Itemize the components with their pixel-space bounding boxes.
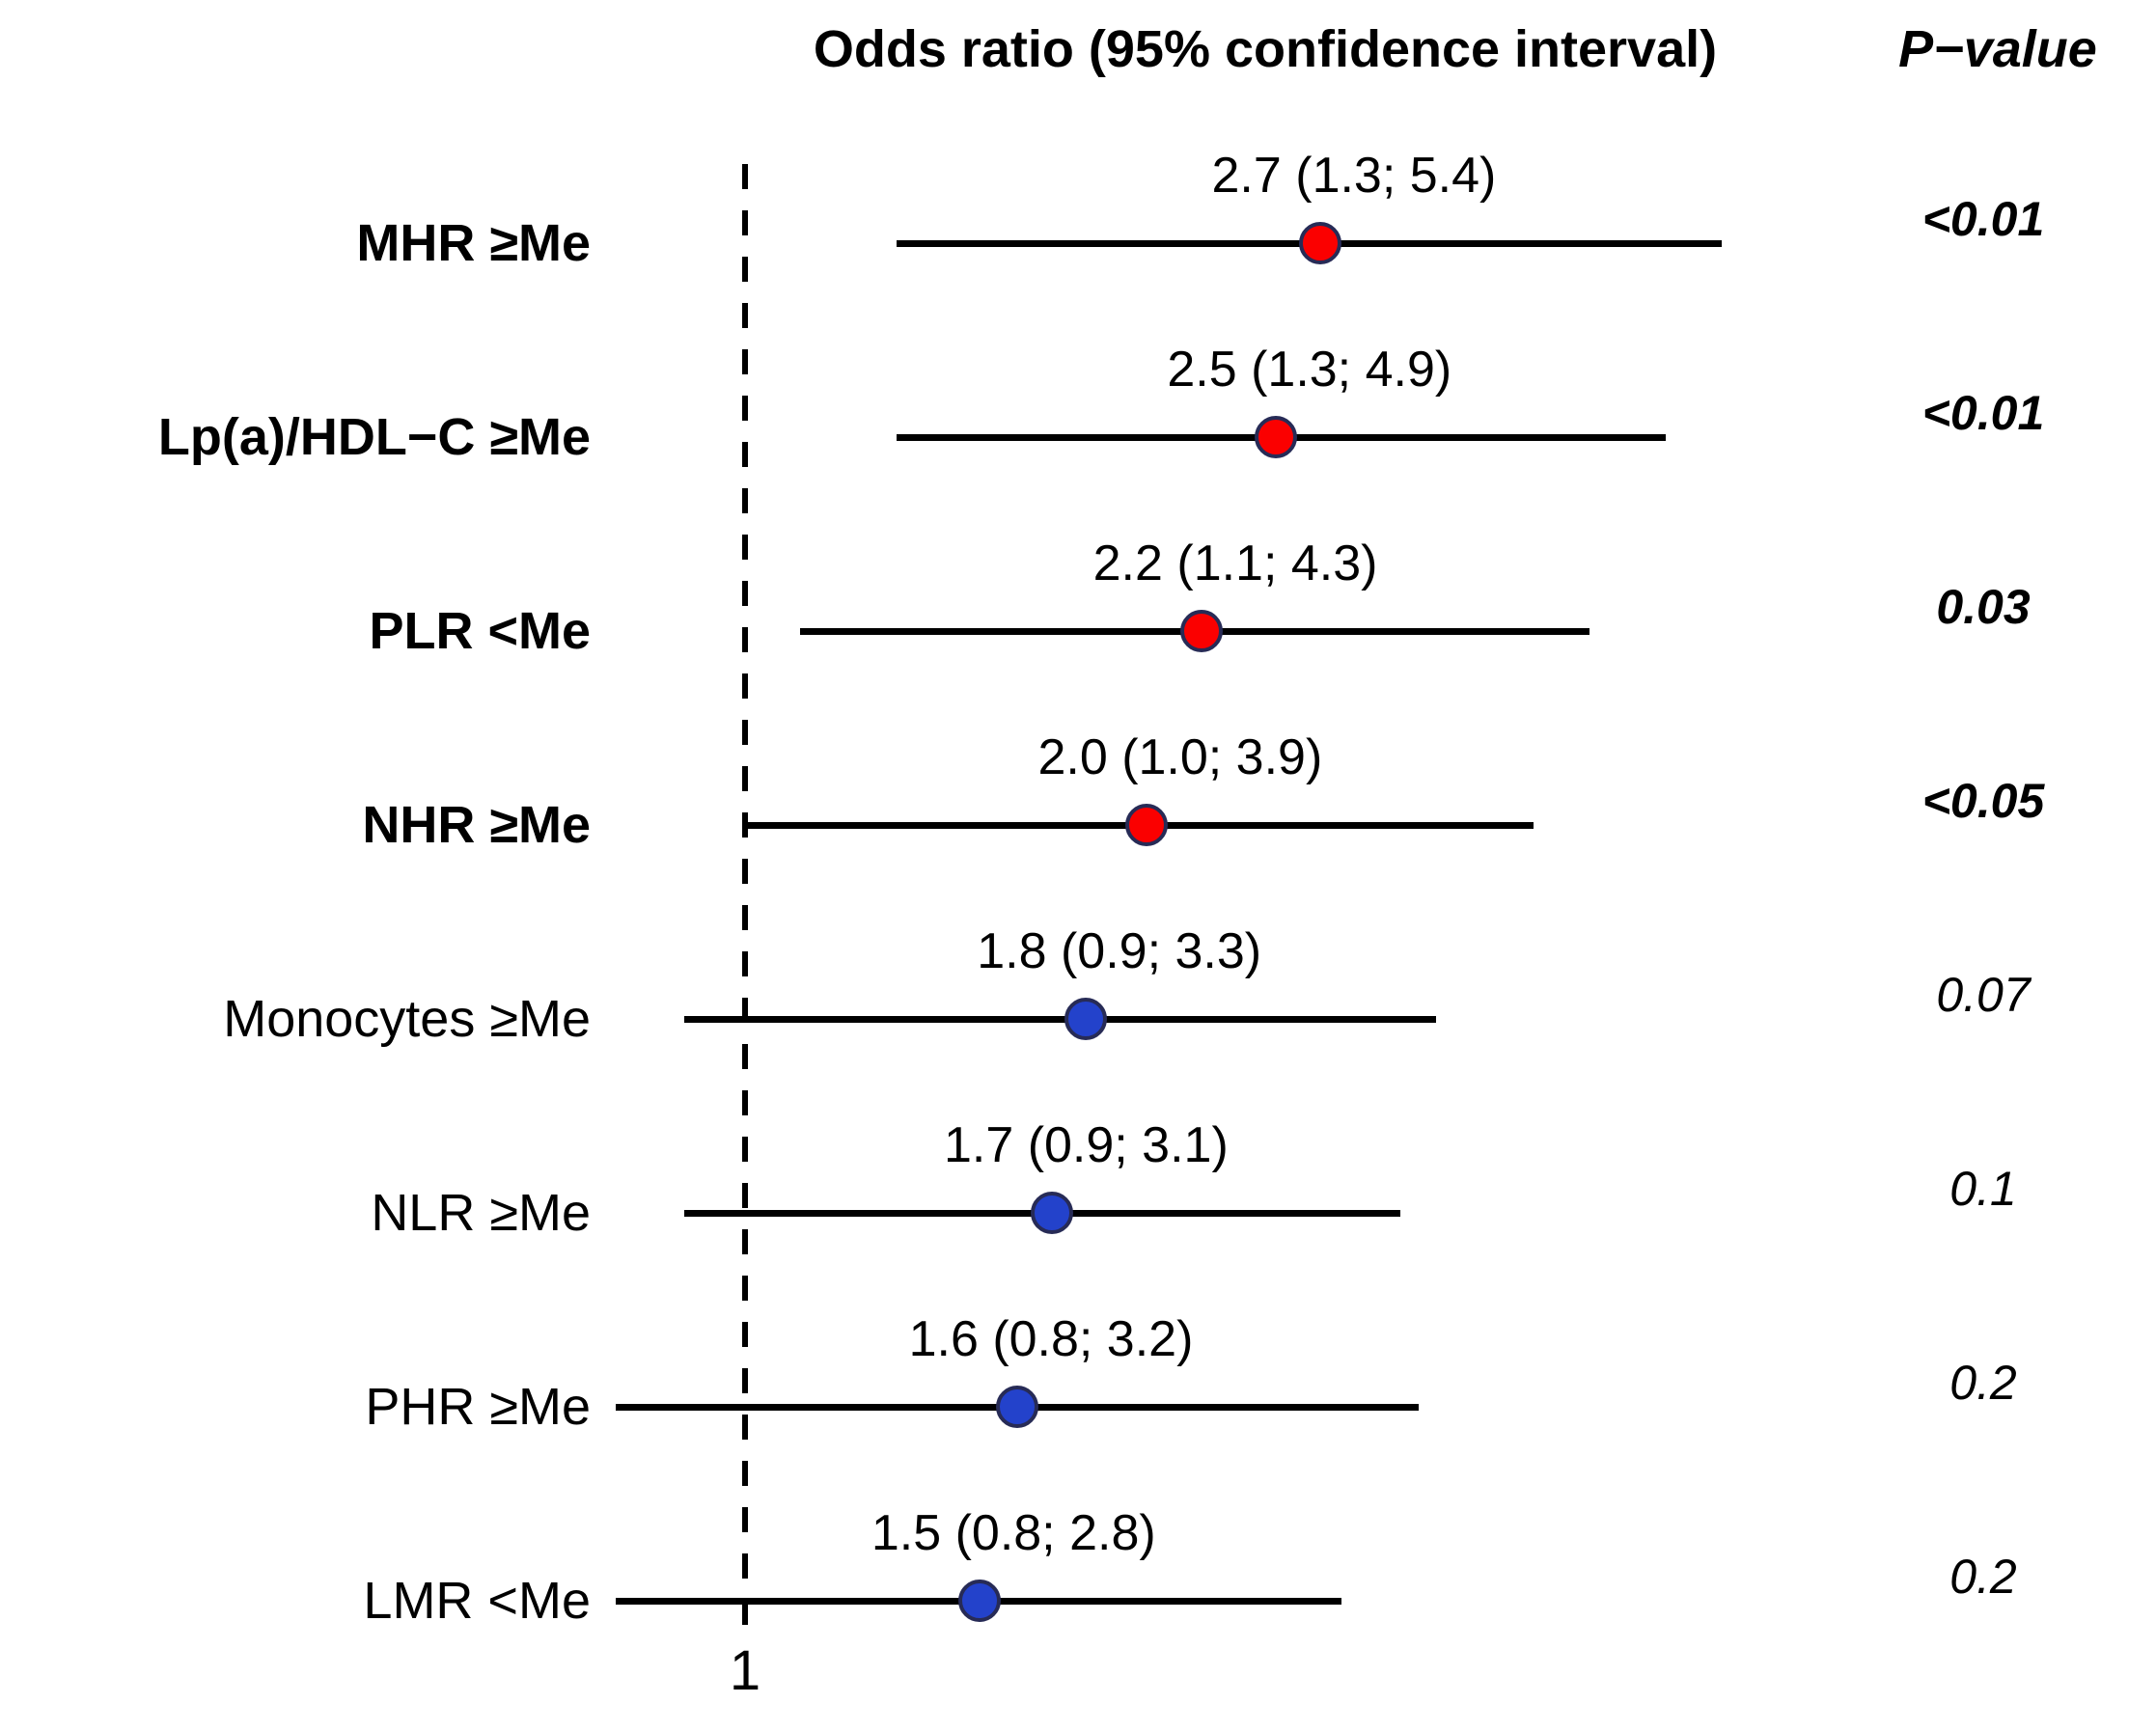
- confidence-interval-line: [683, 1016, 1437, 1023]
- estimate-label: 1.7 (0.9; 3.1): [943, 1117, 1229, 1173]
- p-value-label: 0.2: [1949, 1356, 2017, 1410]
- estimate-label: 1.8 (0.9; 3.3): [977, 923, 1262, 979]
- row-label: PHR ≥Me: [365, 1378, 591, 1436]
- odds-ratio-marker: [1254, 416, 1297, 458]
- odds-ratio-marker: [1180, 610, 1224, 652]
- odds-ratio-marker: [1298, 222, 1341, 264]
- axis-tick-label: 1: [729, 1639, 761, 1702]
- odds-ratio-marker: [958, 1580, 1002, 1622]
- odds-ratio-column-title: Odds ratio (95% confidence interval): [813, 20, 1718, 78]
- reference-line-or-1: [742, 164, 748, 1631]
- estimate-label: 2.5 (1.3; 4.9): [1167, 342, 1452, 398]
- odds-ratio-marker: [1031, 1192, 1074, 1234]
- row-label: Monocytes ≥Me: [223, 990, 591, 1048]
- p-value-label: <0.01: [1921, 192, 2045, 246]
- row-label: MHR ≥Me: [356, 214, 591, 272]
- odds-ratio-marker: [1064, 998, 1107, 1040]
- row-label: LMR <Me: [363, 1572, 591, 1630]
- p-value-label: 0.03: [1936, 580, 2031, 634]
- estimate-label: 1.5 (0.8; 2.8): [871, 1505, 1156, 1561]
- odds-ratio-marker: [996, 1386, 1038, 1428]
- p-value-column-title: P−value: [1898, 20, 2097, 78]
- estimate-label: 2.2 (1.1; 4.3): [1092, 536, 1378, 591]
- row-label: NLR ≥Me: [371, 1184, 591, 1242]
- estimate-label: 2.7 (1.3; 5.4): [1211, 148, 1497, 204]
- row-label: PLR <Me: [369, 602, 591, 660]
- row-label: NHR ≥Me: [362, 796, 591, 854]
- row-label: Lp(a)/HDL−C ≥Me: [157, 408, 591, 466]
- estimate-label: 2.0 (1.0; 3.9): [1037, 729, 1323, 785]
- p-value-label: <0.05: [1921, 774, 2045, 828]
- p-value-label: 0.2: [1949, 1550, 2017, 1604]
- estimate-label: 1.6 (0.8; 3.2): [908, 1311, 1194, 1367]
- p-value-label: <0.01: [1921, 386, 2045, 440]
- p-value-label: 0.07: [1936, 968, 2031, 1022]
- odds-ratio-marker: [1124, 804, 1168, 846]
- p-value-label: 0.1: [1949, 1162, 2017, 1216]
